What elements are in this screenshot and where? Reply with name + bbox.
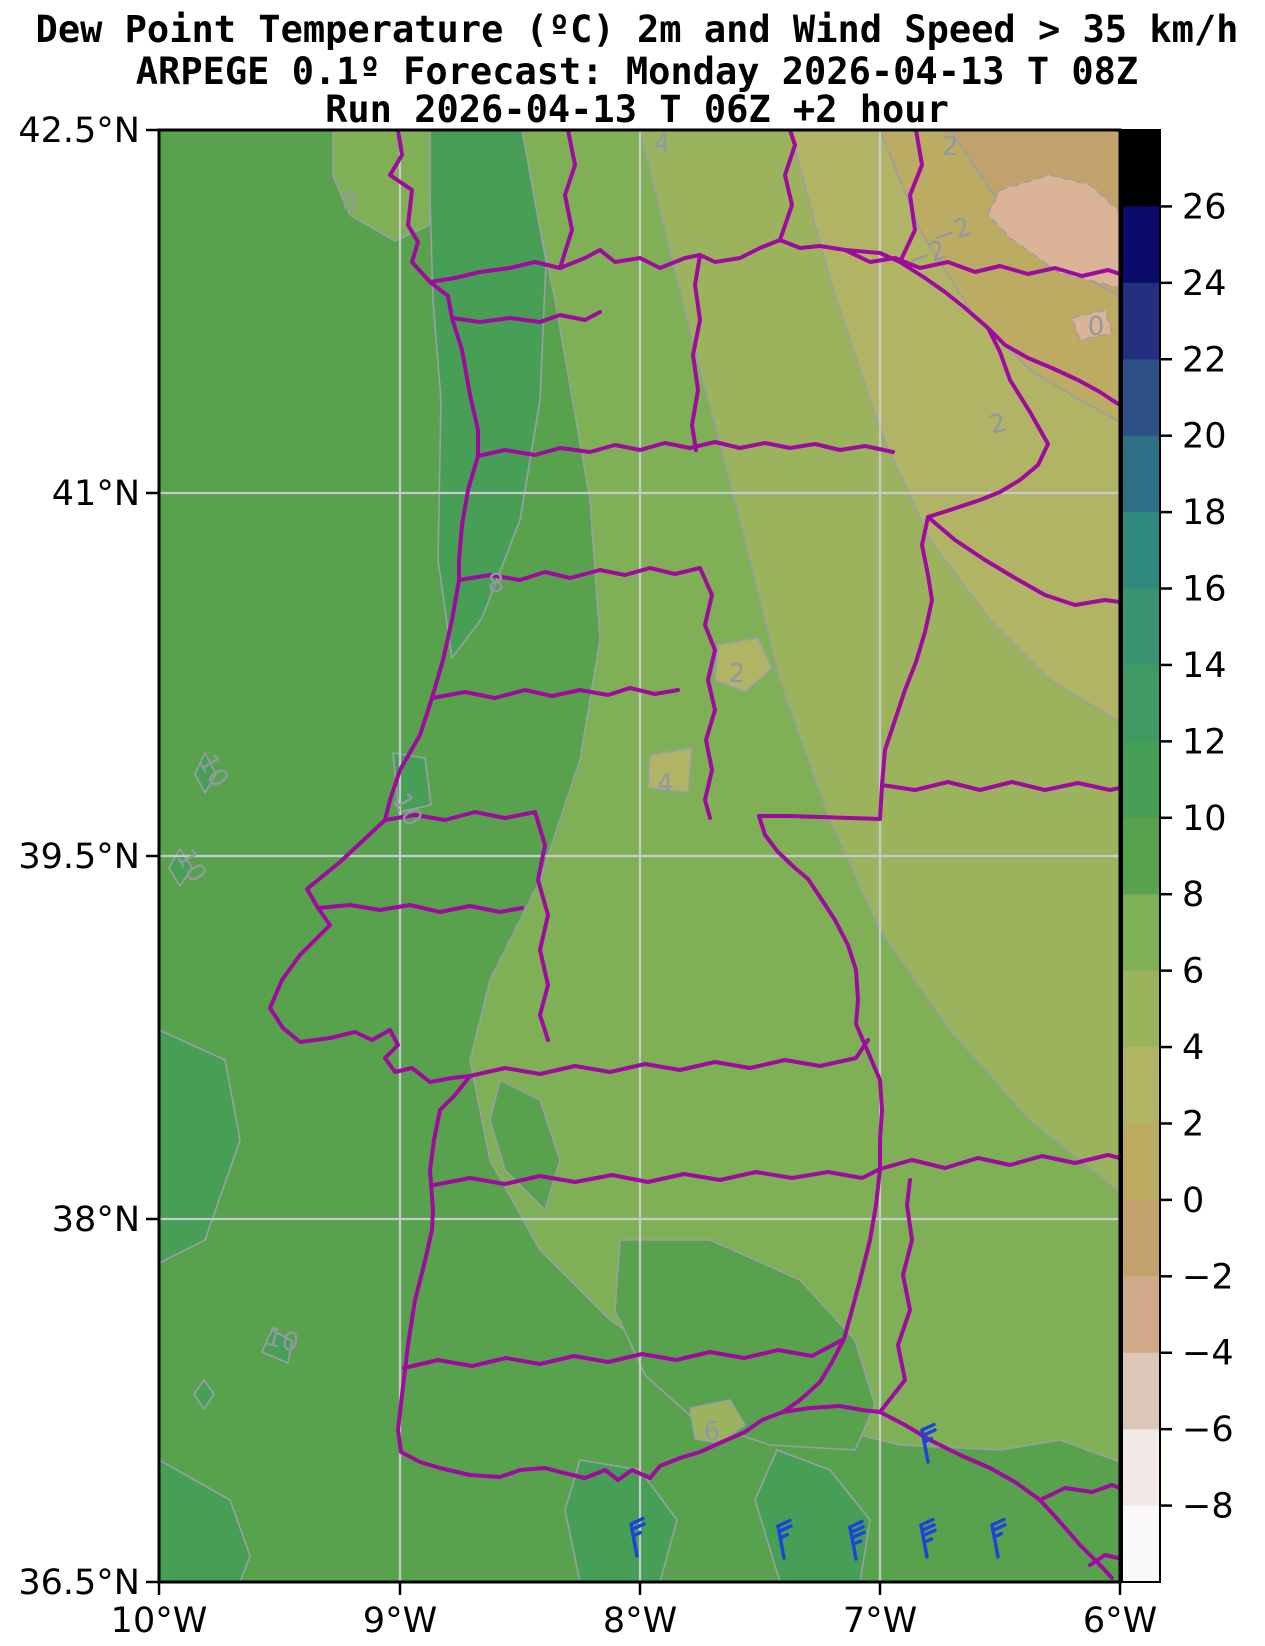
colorbar-segment [1122, 1276, 1160, 1354]
admin-boundaries [268, 130, 1120, 1580]
colorbar-segment [1122, 817, 1160, 896]
contour-label: 0 [1088, 312, 1105, 342]
contour-label: 4 [654, 129, 671, 159]
dewpoint-band-10-12-nw-coast [427, 130, 547, 659]
colorbar-segment [1122, 359, 1160, 437]
contour-label: 8 [342, 187, 359, 217]
district-boundaries [316, 253, 895, 1370]
title-line-2: ARPEGE 0.1º Forecast: Monday 2026-04-13 … [136, 50, 1138, 93]
colorbar-tick-label: 12 [1182, 722, 1227, 762]
contour-label: 2 [942, 132, 959, 162]
wind-barb-icon [848, 1519, 866, 1561]
dewpoint-band-10-12-ocean-1 [194, 752, 217, 794]
dewpoint-band-10-12-ocean-3 [261, 1329, 293, 1364]
colorbar-tick-label: 4 [1182, 1028, 1204, 1068]
colorbar-tick-label: 16 [1182, 570, 1227, 610]
colorbar-tick-label: −8 [1182, 1487, 1234, 1527]
colorbar-segment [1122, 664, 1160, 743]
colorbar-segment [1122, 130, 1160, 208]
colorbar-segment [1122, 435, 1160, 513]
contour-label: 2 [986, 408, 1010, 441]
wind-barb-icon [776, 1518, 793, 1560]
colorbar-tick-label: 2 [1182, 1104, 1204, 1144]
wind-barb-icon [990, 1517, 1007, 1559]
dewpoint-band-2-4-island-2 [647, 747, 693, 793]
spanish-province-boundaries [558, 130, 1120, 1567]
colorbar-segment [1122, 741, 1160, 819]
lat-tick-label: 42.5°N [18, 111, 140, 151]
dewpoint-band-6-8-offshore-nw [332, 130, 431, 242]
wind-barb-icon [919, 1517, 937, 1559]
title-line-3: Run 2026-04-13 T 06Z +2 hour [325, 88, 949, 131]
wind-barb-icon [920, 1422, 937, 1464]
contour-label: 2 [729, 659, 746, 689]
contour-label: 6 [704, 1417, 721, 1447]
colorbar-segment [1122, 1352, 1160, 1430]
colorbar-tick-label: −4 [1182, 1334, 1234, 1374]
lat-tick-label: 41°N [52, 474, 140, 514]
axis-labels: 42.5°N 41°N 39.5°N 38°N 36.5°N10°W 9°W 8°W 7°W 6… [18, 111, 1157, 1641]
dewpoint-band-4-6-algarve [689, 1399, 746, 1444]
axis-ticks [146, 128, 1122, 1595]
colorbar-tick-label: 18 [1182, 493, 1227, 533]
dewpoint-band-2-4-island [714, 637, 773, 693]
colorbar-segment [1122, 970, 1160, 1048]
colorbar-tick-label: 20 [1182, 417, 1227, 457]
colorbar-segment [1122, 1123, 1160, 1201]
dewpoint-band-10-12-west-edge [159, 1029, 241, 1264]
colorbar-segment [1122, 1047, 1160, 1125]
title-line-1: Dew Point Temperature (ºC) 2m and Wind S… [36, 8, 1239, 51]
wind-barbs [629, 1422, 1007, 1561]
colorbar-segment [1122, 1429, 1160, 1507]
colorbar-segment [1122, 1505, 1160, 1583]
colorbar-tick-label: 24 [1182, 264, 1227, 304]
colorbar-segment [1122, 282, 1160, 361]
lon-tick-label: 6°W [1083, 1601, 1157, 1641]
coastline-galicia [388, 130, 432, 284]
colorbar-tick-label: 8 [1182, 875, 1204, 915]
colorbar-segment [1122, 206, 1160, 284]
colorbar-segment [1122, 512, 1160, 590]
dewpoint-band-m4-m2-blob [1071, 309, 1113, 341]
lon-tick-label: 7°W [843, 1601, 917, 1641]
dewpoint-band-m4-m2 [987, 174, 1120, 289]
colorbar-tick-label: −6 [1182, 1410, 1234, 1450]
colorbar-segment [1122, 894, 1160, 972]
lat-tick-label: 36.5°N [18, 1563, 140, 1603]
graticule [159, 130, 1120, 1582]
colorbar-tick-label: 10 [1182, 799, 1227, 839]
lon-tick-label: 10°W [111, 1601, 208, 1641]
colorbar-tick-label: 0 [1182, 1181, 1204, 1221]
colorbar-tick-label: 26 [1182, 187, 1227, 227]
colorbar-tick-label: 6 [1182, 952, 1204, 992]
contour-label: 8 [488, 569, 505, 599]
lat-tick-label: 38°N [52, 1200, 140, 1240]
border-portugal-spain [428, 238, 1050, 1414]
wind-barb-icon [629, 1516, 646, 1558]
dewpoint-band-8-10-se-alentejo [614, 1239, 876, 1451]
colorbar-segment [1122, 588, 1160, 666]
colorbar-tick-label: 14 [1182, 646, 1227, 686]
lat-tick-label: 39.5°N [18, 837, 140, 877]
dewpoint-band-10-12-ocean-4 [193, 1379, 215, 1410]
coastline-portugal-spain [268, 280, 1114, 1580]
colorbar-tick-label: −2 [1182, 1257, 1234, 1297]
dewpoint-band-10-12-ocean-2 [168, 848, 193, 887]
contour-label: 4 [657, 769, 674, 799]
lon-tick-label: 8°W [603, 1601, 677, 1641]
lon-tick-label: 9°W [363, 1601, 437, 1641]
dewpoint-band-10-12-sw-corner [159, 1459, 251, 1582]
colorbar-tick-label: 22 [1182, 340, 1227, 380]
colorbar-segment [1122, 1199, 1160, 1278]
